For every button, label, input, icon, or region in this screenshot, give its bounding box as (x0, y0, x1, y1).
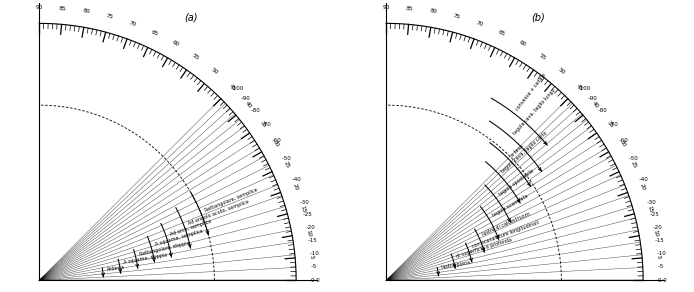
Text: tegola cava, taglio corto: tegola cava, taglio corto (501, 130, 549, 174)
Text: –30: –30 (646, 200, 656, 205)
Text: 20: 20 (639, 182, 646, 191)
Text: (a): (a) (185, 13, 198, 22)
Text: –15: –15 (307, 237, 317, 243)
Text: Rettangolare, semplice: Rettangolare, semplice (204, 187, 258, 213)
Text: –70: –70 (262, 122, 271, 127)
Text: –100: –100 (231, 86, 244, 91)
Text: Ardesia: Ardesia (107, 265, 126, 272)
Text: –50: –50 (629, 157, 638, 161)
Text: 85: 85 (406, 6, 414, 11)
Text: 10: 10 (305, 229, 311, 237)
Text: 80: 80 (83, 8, 91, 15)
Text: 40: 40 (591, 100, 600, 109)
Text: 15: 15 (300, 206, 306, 214)
Text: 30: 30 (618, 139, 627, 148)
Text: –25: –25 (650, 212, 659, 217)
Text: 55: 55 (539, 53, 548, 61)
Text: tegola scanalata: tegola scanalata (491, 194, 529, 218)
Text: –30: –30 (299, 200, 309, 205)
Text: 60: 60 (518, 40, 527, 48)
Text: 25: 25 (282, 161, 291, 169)
Text: Ad angolo acuto, semplice: Ad angolo acuto, semplice (187, 199, 249, 226)
Text: –5: –5 (310, 264, 316, 269)
Text: 30: 30 (271, 139, 280, 148)
Text: 25: 25 (629, 161, 638, 169)
Text: 45: 45 (575, 83, 584, 92)
Text: 70: 70 (128, 20, 137, 27)
Text: 90: 90 (382, 5, 390, 10)
Text: 10: 10 (652, 229, 658, 237)
Text: a tesa: a tesa (510, 144, 524, 158)
Text: tegola spostabile: tegola spostabile (498, 168, 535, 197)
Text: 40: 40 (244, 100, 253, 109)
Text: –60: –60 (272, 138, 282, 143)
Text: 20: 20 (292, 182, 299, 191)
Text: 65: 65 (150, 29, 159, 37)
Text: A squame, doppia: A squame, doppia (123, 253, 167, 265)
Text: di superficie o profonda: di superficie o profonda (456, 237, 513, 258)
Text: 50: 50 (210, 67, 219, 76)
Text: –10: –10 (657, 251, 666, 256)
Text: A squame, semplice: A squame, semplice (154, 229, 203, 247)
Text: 15: 15 (647, 206, 653, 214)
Text: 5: 5 (309, 254, 314, 259)
Text: lastre di calcestruzzo: lastre di calcestruzzo (482, 211, 531, 237)
Text: –20: –20 (652, 225, 662, 230)
Text: 0–0: 0–0 (658, 278, 668, 283)
Text: 70: 70 (475, 20, 484, 27)
Text: –15: –15 (654, 237, 664, 243)
Text: 0–0: 0–0 (311, 278, 321, 283)
Text: –50: –50 (282, 157, 291, 161)
Text: 35: 35 (259, 119, 267, 128)
Text: convessa + canale: convessa + canale (514, 72, 547, 111)
Text: –80: –80 (598, 108, 608, 113)
Text: 60: 60 (171, 40, 180, 48)
Text: 65: 65 (497, 29, 506, 37)
Text: –80: –80 (251, 108, 261, 113)
Text: (b): (b) (531, 13, 545, 22)
Text: 50: 50 (557, 67, 566, 76)
Text: –10: –10 (310, 251, 319, 256)
Text: –100: –100 (578, 86, 591, 91)
Text: 35: 35 (606, 119, 614, 128)
Text: Ad arco, semplice: Ad arco, semplice (169, 219, 212, 237)
Text: 45: 45 (228, 83, 237, 92)
Text: –70: –70 (609, 122, 618, 127)
Text: –60: –60 (619, 138, 629, 143)
Text: 55: 55 (192, 53, 201, 61)
Text: 75: 75 (105, 13, 114, 20)
Text: 5: 5 (656, 254, 661, 259)
Text: –25: –25 (303, 212, 312, 217)
Text: 90: 90 (35, 5, 43, 10)
Text: 75: 75 (452, 13, 461, 20)
Text: 80: 80 (430, 8, 438, 15)
Text: 85: 85 (59, 6, 67, 11)
Text: –40: –40 (291, 177, 301, 182)
Text: –5: –5 (657, 264, 663, 269)
Text: lastra piana: lastra piana (441, 260, 471, 270)
Text: –90: –90 (588, 96, 598, 101)
Text: con scanalature longitudinali: con scanalature longitudinali (471, 220, 539, 249)
Text: –20: –20 (305, 225, 315, 230)
Text: –90: –90 (241, 96, 251, 101)
Text: –40: –40 (638, 177, 648, 182)
Text: Rettangolare, doppia: Rettangolare, doppia (139, 241, 190, 257)
Text: tegola cava, taglio lungo: tegola cava, taglio lungo (512, 88, 557, 136)
